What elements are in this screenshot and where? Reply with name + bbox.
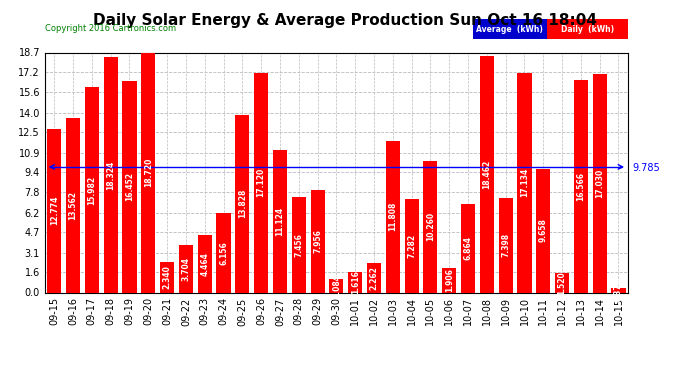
Text: 11.808: 11.808 [388, 202, 397, 231]
Text: 7.282: 7.282 [407, 234, 416, 258]
Bar [292, 197, 306, 292]
Text: 7.398: 7.398 [501, 233, 510, 257]
Bar [160, 262, 174, 292]
Text: 6.864: 6.864 [464, 237, 473, 261]
Bar [47, 129, 61, 292]
Text: 1.520: 1.520 [558, 271, 566, 295]
Bar [611, 288, 626, 292]
Text: 7.956: 7.956 [313, 230, 322, 254]
Text: 18.720: 18.720 [144, 158, 152, 187]
Text: 2.340: 2.340 [163, 266, 172, 290]
Text: 18.324: 18.324 [106, 160, 115, 189]
Bar [217, 213, 230, 292]
Bar [593, 74, 607, 292]
Bar [574, 80, 588, 292]
Text: 13.562: 13.562 [68, 191, 77, 220]
Text: Copyright 2016 Cartronics.com: Copyright 2016 Cartronics.com [45, 24, 176, 33]
Bar [179, 245, 193, 292]
Text: 2.262: 2.262 [369, 266, 379, 290]
Bar [122, 81, 137, 292]
Text: 1.906: 1.906 [445, 268, 454, 292]
Text: 7.456: 7.456 [294, 233, 304, 256]
Bar [424, 161, 437, 292]
Text: 18.462: 18.462 [482, 159, 491, 189]
Text: 17.030: 17.030 [595, 169, 604, 198]
Text: 9.658: 9.658 [539, 219, 548, 243]
Text: 4.464: 4.464 [200, 252, 209, 276]
Bar [518, 73, 531, 292]
Text: 16.452: 16.452 [125, 172, 134, 201]
Text: 11.124: 11.124 [275, 207, 284, 236]
Bar [404, 199, 419, 292]
Bar [461, 204, 475, 292]
Text: 16.566: 16.566 [576, 172, 585, 201]
Text: 1.084: 1.084 [332, 273, 341, 297]
Bar [235, 115, 249, 292]
Bar [273, 150, 287, 292]
Bar [348, 272, 362, 292]
Text: 6.156: 6.156 [219, 241, 228, 265]
Bar [480, 56, 494, 292]
Bar [310, 190, 324, 292]
Bar [555, 273, 569, 292]
Text: 12.774: 12.774 [50, 196, 59, 225]
Text: 1.616: 1.616 [351, 270, 359, 294]
Bar [85, 87, 99, 292]
Text: 10.260: 10.260 [426, 212, 435, 241]
Bar [66, 118, 80, 292]
Text: 0.378: 0.378 [614, 278, 623, 302]
Text: Daily  (kWh): Daily (kWh) [561, 25, 614, 34]
Text: Daily Solar Energy & Average Production Sun Oct 16 18:04: Daily Solar Energy & Average Production … [93, 13, 597, 28]
Text: 15.982: 15.982 [88, 176, 97, 204]
Bar [141, 52, 155, 292]
Bar [442, 268, 456, 292]
Bar [536, 168, 551, 292]
Bar [197, 235, 212, 292]
Text: 17.134: 17.134 [520, 168, 529, 197]
Bar [104, 57, 118, 292]
Bar [367, 264, 381, 292]
Text: Average  (kWh): Average (kWh) [477, 25, 543, 34]
Bar [329, 279, 344, 292]
Bar [254, 73, 268, 292]
Text: 13.828: 13.828 [238, 189, 247, 219]
Text: 17.120: 17.120 [257, 168, 266, 197]
Bar [499, 198, 513, 292]
Text: 3.704: 3.704 [181, 257, 190, 281]
Bar [386, 141, 400, 292]
